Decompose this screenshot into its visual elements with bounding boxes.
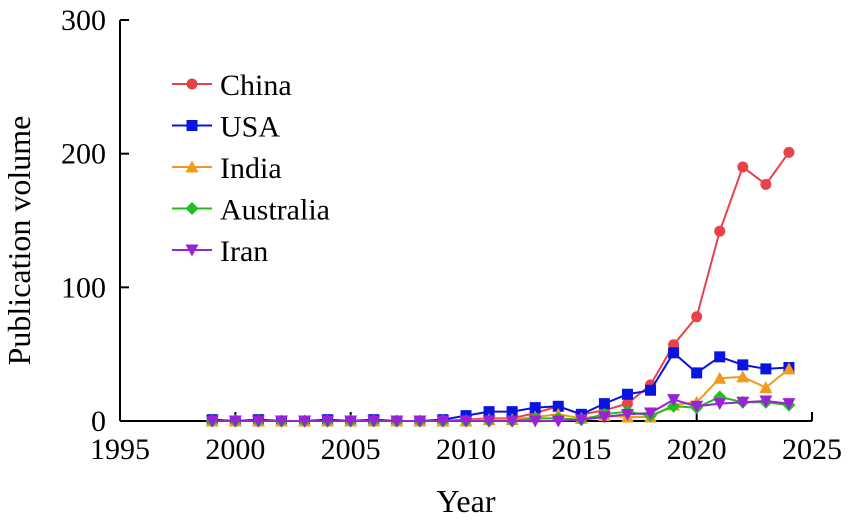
legend-label-india: India	[220, 152, 282, 185]
data-point-iran	[482, 415, 496, 428]
data-point-iran	[228, 415, 242, 428]
chart-ticks: 1995 2000 2005 2010 2015 2020 2025 0 100 200 300	[61, 4, 842, 466]
data-point-usa	[760, 363, 772, 375]
x-tick-label: 2025	[782, 433, 842, 466]
data-point-china	[621, 398, 633, 410]
data-point-iran	[413, 415, 427, 428]
data-point-china	[760, 178, 772, 190]
data-point-india	[736, 370, 750, 383]
data-point-iran	[782, 398, 796, 411]
legend-item-china: China	[172, 69, 292, 102]
legend-marker-iran	[185, 244, 199, 257]
x-tick-label: 2010	[436, 433, 496, 466]
data-point-australia	[667, 399, 681, 413]
data-point-iran	[528, 415, 542, 428]
data-point-usa	[668, 347, 680, 359]
data-point-iran	[505, 415, 519, 428]
data-point-iran	[390, 415, 404, 428]
legend-marker-india	[185, 160, 199, 173]
data-point-iran	[574, 414, 588, 427]
legend-marker-usa	[186, 120, 198, 131]
x-axis-title: Year	[437, 483, 496, 519]
data-point-usa	[529, 402, 541, 414]
data-point-iran	[251, 415, 265, 428]
data-point-iran	[736, 396, 750, 409]
data-point-iran	[597, 411, 611, 424]
x-tick-label: 2000	[205, 433, 265, 466]
data-point-india	[759, 381, 773, 394]
data-point-china	[691, 311, 703, 323]
legend-label-australia: Australia	[220, 194, 330, 227]
data-point-usa	[506, 406, 518, 418]
legend-marker-china	[186, 78, 198, 90]
data-point-china	[783, 146, 795, 158]
data-point-iran	[205, 415, 219, 428]
data-point-iran	[274, 415, 288, 428]
data-point-usa	[691, 367, 703, 379]
series-india	[205, 362, 796, 427]
data-point-iran	[690, 400, 704, 413]
data-point-iran	[298, 415, 312, 428]
legend-label-iran: Iran	[220, 235, 268, 268]
data-point-iran	[644, 407, 658, 420]
x-tick-label: 2020	[667, 433, 727, 466]
data-point-iran	[321, 415, 335, 428]
data-point-usa	[598, 398, 610, 410]
series-china	[206, 146, 795, 427]
legend-item-australia: Australia	[172, 194, 330, 227]
data-point-india	[782, 362, 796, 375]
y-tick-label: 0	[91, 405, 106, 438]
data-point-usa	[645, 384, 657, 396]
legend-item-iran: Iran	[172, 235, 268, 268]
data-point-india	[713, 371, 727, 384]
legend-marker-australia	[185, 202, 199, 215]
data-point-usa	[737, 359, 749, 371]
legend-item-india: India	[172, 152, 282, 185]
chart-legend: China USA India Australia Iran	[172, 69, 330, 268]
y-tick-label: 300	[61, 4, 106, 37]
data-point-china	[737, 161, 749, 173]
x-tick-label: 2015	[551, 433, 611, 466]
series-usa	[206, 347, 795, 427]
data-point-iran	[436, 415, 450, 428]
data-point-iran	[551, 415, 565, 428]
series-line-india	[212, 368, 790, 422]
data-point-iran	[344, 415, 358, 428]
data-point-usa	[552, 400, 564, 412]
series-iran	[205, 394, 796, 428]
data-point-iran	[759, 395, 773, 408]
series-line-usa	[212, 351, 789, 423]
data-point-iran	[367, 415, 381, 428]
data-point-iran	[620, 408, 634, 421]
data-point-usa	[714, 351, 726, 363]
chart-series	[205, 146, 796, 428]
legend-label-china: China	[220, 69, 292, 102]
data-point-iran	[459, 415, 473, 428]
legend-label-usa: USA	[220, 111, 280, 144]
legend-item-usa: USA	[172, 111, 280, 144]
y-axis-title: Publication volume	[1, 116, 37, 366]
y-tick-label: 100	[61, 271, 106, 304]
data-point-iran	[667, 394, 681, 407]
y-tick-label: 200	[61, 138, 106, 171]
x-tick-label: 1995	[90, 433, 150, 466]
data-point-usa	[483, 406, 495, 418]
data-point-china	[714, 225, 726, 237]
data-point-iran	[713, 398, 727, 411]
data-point-usa	[621, 388, 633, 400]
x-tick-label: 2005	[321, 433, 381, 466]
